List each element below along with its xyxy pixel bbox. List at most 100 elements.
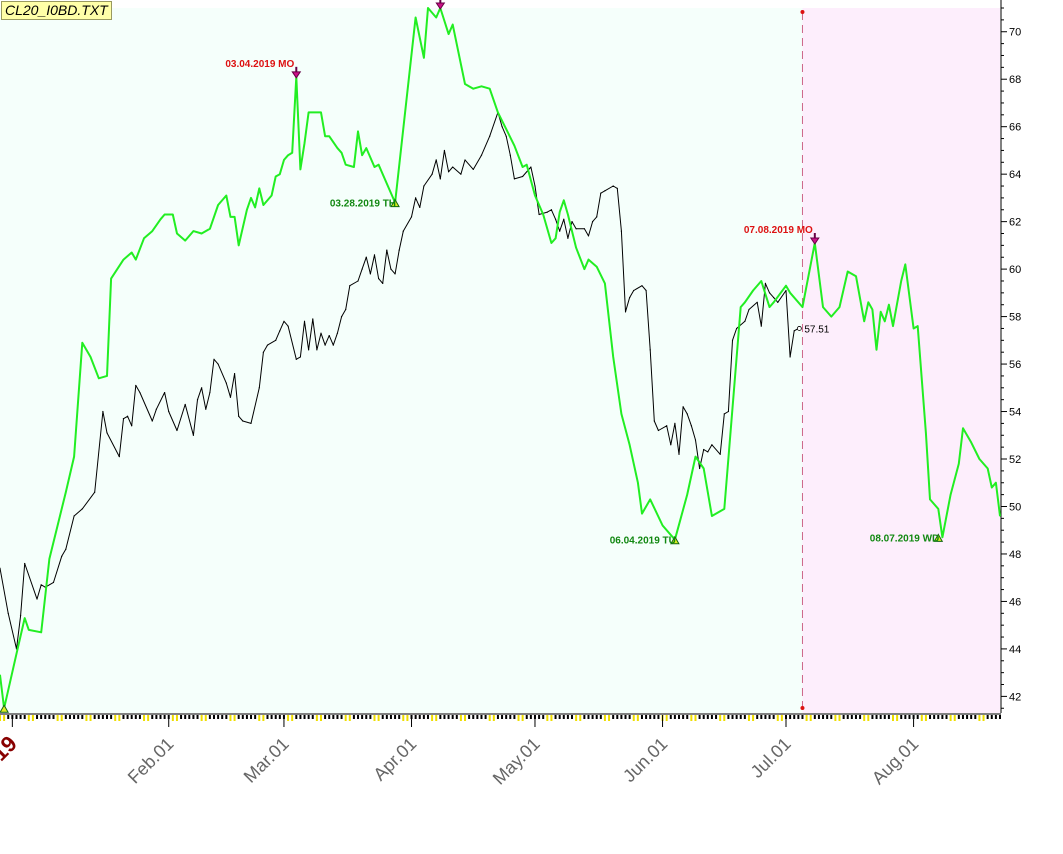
- x-weekend-tick: [402, 715, 405, 721]
- x-weekend-tick: [550, 715, 553, 721]
- actual-point: [682, 406, 684, 408]
- y-tick-label: 68: [1009, 74, 1021, 86]
- x-weekend-tick: [694, 715, 697, 721]
- x-weekend-tick: [867, 715, 870, 721]
- x-weekend-tick: [924, 715, 927, 721]
- forecast-point: [378, 164, 380, 166]
- x-weekend-tick: [315, 715, 318, 721]
- y-tick-label: 70: [1009, 27, 1021, 39]
- x-weekend-tick: [287, 715, 290, 721]
- x-day-tick: [822, 715, 825, 719]
- forecast-point: [522, 166, 524, 168]
- actual-point: [727, 410, 729, 413]
- actual-point: [489, 135, 491, 137]
- forecast-point: [526, 164, 528, 166]
- actual-point: [233, 372, 236, 375]
- actual-point: [744, 320, 746, 322]
- forecast-point: [587, 259, 590, 261]
- actual-point: [0, 567, 1, 569]
- x-day-tick: [554, 715, 557, 719]
- forecast-point: [892, 325, 894, 327]
- actual-point: [36, 598, 38, 600]
- x-day-tick: [93, 715, 96, 719]
- forecast-point: [81, 342, 83, 344]
- x-day-tick: [772, 715, 775, 719]
- forecast-point: [513, 145, 516, 147]
- x-day-tick: [871, 715, 874, 719]
- actual-point: [345, 308, 347, 311]
- trough-marker-arrow: [933, 533, 944, 542]
- forecast-point: [497, 111, 499, 114]
- actual-point: [452, 166, 454, 168]
- forecast-point: [122, 259, 125, 261]
- x-day-tick: [612, 715, 615, 719]
- x-weekend-tick: [348, 715, 351, 721]
- forecast-point: [711, 515, 713, 517]
- actual-point: [509, 154, 511, 156]
- forecast-point: [604, 282, 606, 284]
- x-day-tick: [854, 715, 857, 719]
- forecast-point: [176, 232, 178, 235]
- actual-point: [320, 332, 322, 334]
- forecast-point: [184, 240, 186, 242]
- actual-point: [336, 332, 339, 334]
- actual-point: [94, 491, 96, 493]
- x-weekend-tick: [982, 715, 985, 721]
- x-day-tick: [163, 715, 166, 719]
- forecast-point: [423, 57, 425, 59]
- forecast-point: [505, 128, 507, 130]
- x-weekend-tick: [488, 715, 491, 721]
- x-weekend-tick: [636, 715, 639, 721]
- x-weekend-tick: [838, 715, 841, 721]
- actual-series-line: [0, 111, 799, 650]
- x-day-tick: [188, 715, 191, 719]
- x-day-tick: [904, 715, 907, 719]
- actual-point: [670, 444, 672, 446]
- actual-point: [575, 228, 577, 230]
- x-weekend-tick: [60, 715, 63, 721]
- actual-point: [386, 249, 388, 251]
- actual-point: [299, 356, 302, 358]
- forecast-point: [254, 206, 256, 208]
- x-day-tick: [756, 715, 759, 719]
- x-day-tick: [678, 715, 681, 719]
- actual-point: [410, 216, 413, 218]
- forecast-point: [353, 166, 355, 168]
- x-day-tick: [591, 715, 594, 719]
- x-day-tick: [15, 715, 18, 719]
- forecast-point: [365, 147, 367, 149]
- x-day-tick: [303, 715, 306, 719]
- x-day-tick: [217, 715, 220, 719]
- actual-point: [546, 211, 548, 213]
- forecast-point: [785, 285, 787, 287]
- x-day-tick: [365, 715, 368, 719]
- actual-point: [604, 190, 606, 192]
- forecast-point: [760, 280, 762, 282]
- x-weekend-tick: [863, 715, 866, 721]
- x-day-tick: [599, 715, 602, 719]
- x-weekend-tick: [834, 715, 837, 721]
- forecast-point: [271, 194, 273, 197]
- x-day-tick: [496, 715, 499, 719]
- x-weekend-tick: [459, 715, 462, 721]
- forecast-point: [489, 88, 491, 90]
- x-day-tick: [653, 715, 656, 719]
- x-day-tick: [529, 715, 532, 719]
- x-tick-label: Mar.01: [240, 734, 293, 787]
- x-weekend-tick: [319, 715, 322, 721]
- forecast-point: [192, 230, 195, 232]
- actual-point: [793, 330, 795, 332]
- forecast-point: [855, 275, 857, 277]
- forecast-point: [340, 152, 343, 154]
- actual-point: [155, 408, 157, 410]
- actual-point: [591, 221, 594, 223]
- actual-point: [616, 187, 618, 190]
- x-weekend-tick: [56, 715, 59, 721]
- x-day-tick: [628, 715, 631, 719]
- x-day-tick: [990, 715, 993, 719]
- x-day-tick: [538, 715, 541, 719]
- x-day-tick: [336, 715, 339, 719]
- forecast-point: [612, 356, 614, 358]
- forecast-point: [999, 515, 1001, 517]
- y-tick-label: 48: [1009, 549, 1021, 561]
